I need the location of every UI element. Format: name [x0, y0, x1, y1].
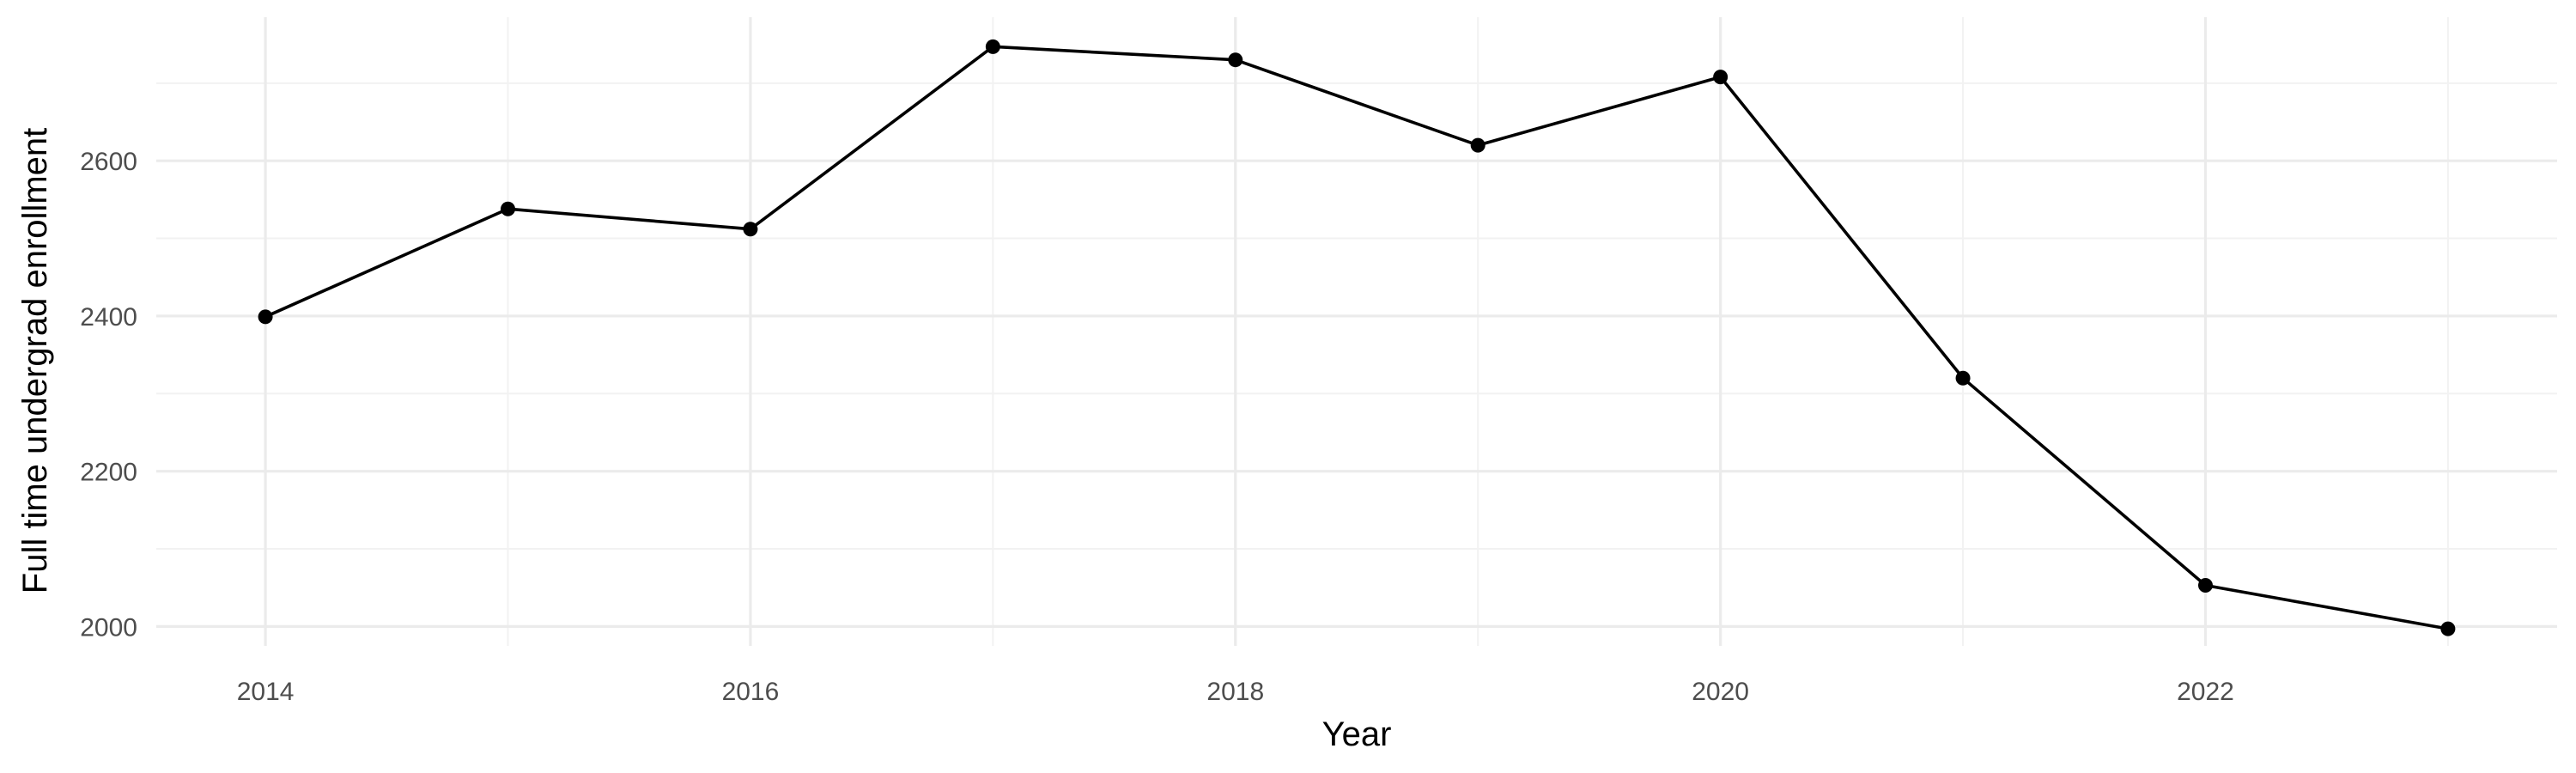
x-tick-label: 2022: [2177, 678, 2234, 706]
x-tick-label: 2018: [1206, 678, 1264, 706]
data-point-2022: [2197, 578, 2213, 593]
data-point-2020: [1713, 70, 1728, 85]
y-tick-label: 2000: [80, 613, 137, 642]
data-point-2016: [743, 222, 758, 237]
x-tick-label: 2016: [722, 678, 780, 706]
y-tick-label: 2600: [80, 148, 137, 176]
data-point-2019: [1470, 137, 1485, 153]
data-point-2015: [501, 201, 516, 216]
x-tick-label: 2020: [1692, 678, 1749, 706]
x-tick-labels: 2014 2016 2018 2020 2022: [237, 678, 2234, 706]
data-point-2021: [1955, 370, 1971, 386]
points-layer: [258, 39, 2456, 636]
series-layer: [264, 45, 2449, 630]
x-axis-title: Year: [1322, 715, 1392, 753]
y-tick-label: 2400: [80, 303, 137, 332]
y-tick-labels: 2000 2200 2400 2600: [80, 148, 137, 642]
x-tick-label: 2014: [237, 678, 295, 706]
grid-layer: [156, 17, 2557, 646]
y-axis-title: Full time undergrad enrollment: [16, 128, 54, 593]
y-tick-label: 2200: [80, 459, 137, 487]
data-point-2023: [2440, 621, 2456, 636]
data-point-2014: [258, 309, 273, 325]
data-point-2017: [985, 39, 1000, 54]
data-point-2018: [1228, 52, 1243, 68]
series-line: [264, 45, 2449, 630]
